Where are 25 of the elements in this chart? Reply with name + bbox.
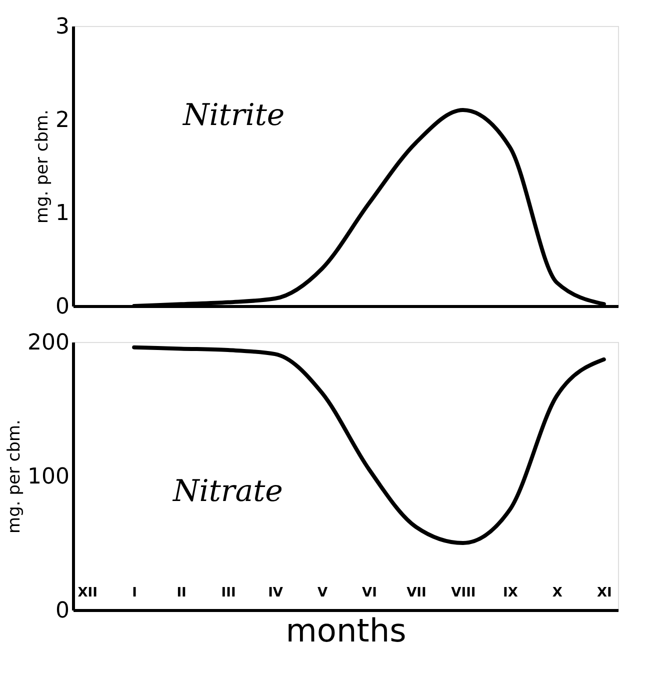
y-tick-label: 200 (28, 330, 70, 356)
x-tick-label: XII (78, 586, 98, 600)
x-tick-label: IV (268, 586, 283, 600)
text: Nitrate (172, 474, 283, 509)
x-tick-label: III (221, 586, 236, 600)
text: Nitrite (182, 98, 285, 133)
x-tick-label: VIII (451, 586, 476, 600)
x-tick-label: V (317, 586, 328, 600)
x-tick-label: X (552, 586, 562, 600)
x-axis-title: months (286, 612, 406, 650)
y-tick-label: 100 (28, 464, 70, 490)
y-tick-label: 2 (56, 108, 70, 133)
y-axis-title: mg. per cbm. (32, 110, 53, 224)
x-tick-label: VI (362, 586, 377, 600)
y-tick-label: 3 (56, 14, 70, 40)
y-tick-label: 0 (56, 294, 70, 320)
x-tick-label: IX (503, 586, 518, 600)
line-series (132, 345, 606, 545)
y-tick-label: 1 (56, 201, 70, 226)
y-axis-title: mg. per cbm. (4, 420, 25, 534)
y-tick-label: 0 (56, 598, 70, 624)
x-tick-label: II (176, 586, 186, 600)
x-tick-label: XI (596, 586, 612, 600)
x-tick-label: I (132, 586, 137, 600)
x-tick-label: VII (406, 586, 426, 600)
